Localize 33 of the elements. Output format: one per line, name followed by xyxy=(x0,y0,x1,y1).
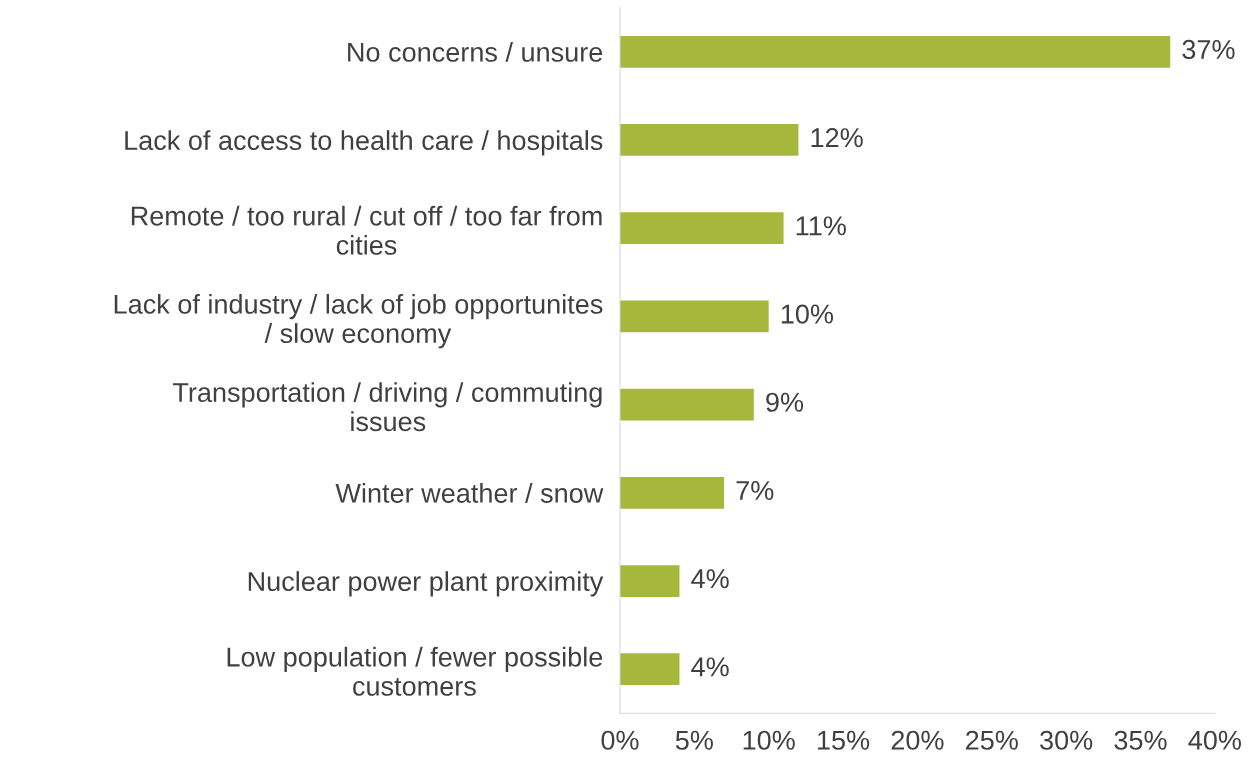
x-tick-label: 15% xyxy=(818,730,870,750)
data-label: 12% xyxy=(811,128,863,148)
data-label: 4% xyxy=(691,657,729,677)
data-label: 37% xyxy=(1182,39,1235,60)
y-tick-label: No concerns / unsure xyxy=(348,41,603,62)
x-tick-label: 10% xyxy=(743,730,795,750)
x-tick-label: 0% xyxy=(601,730,639,750)
data-label: 10% xyxy=(781,304,834,324)
y-tick-label: Transportation / driving / commuting issues xyxy=(172,382,602,432)
y-tick-label: Lack of industry / lack of job opportunites / slow economy xyxy=(114,293,603,349)
data-label: 9% xyxy=(766,392,804,412)
y-tick-label: Winter weather / snow xyxy=(335,482,604,503)
data-label: 7% xyxy=(736,481,774,500)
data-label: 4% xyxy=(691,569,729,589)
bar xyxy=(619,565,680,597)
x-tick-label: 30% xyxy=(1040,730,1093,750)
y-tick-label: Nuclear power plant proximity xyxy=(248,571,604,597)
bar xyxy=(619,300,769,333)
x-tick-label: 40% xyxy=(1188,730,1241,750)
bar xyxy=(619,653,680,686)
x-tick-label: 35% xyxy=(1114,730,1167,750)
bar xyxy=(619,35,1171,68)
x-tick-label: 5% xyxy=(675,730,713,750)
bar xyxy=(619,124,799,156)
data-label: 11% xyxy=(796,216,846,236)
x-tick-label: 25% xyxy=(966,730,1018,750)
bar xyxy=(619,212,784,245)
y-tick-label: Lack of access to health care / hospitals xyxy=(125,130,603,156)
y-tick-label: Remote / too rural / cut off / too far from cities xyxy=(131,205,602,255)
x-tick-label: 20% xyxy=(891,730,944,750)
bar xyxy=(619,476,725,509)
bar xyxy=(619,388,754,421)
y-tick-label: Low population / fewer possible customers xyxy=(227,646,603,696)
